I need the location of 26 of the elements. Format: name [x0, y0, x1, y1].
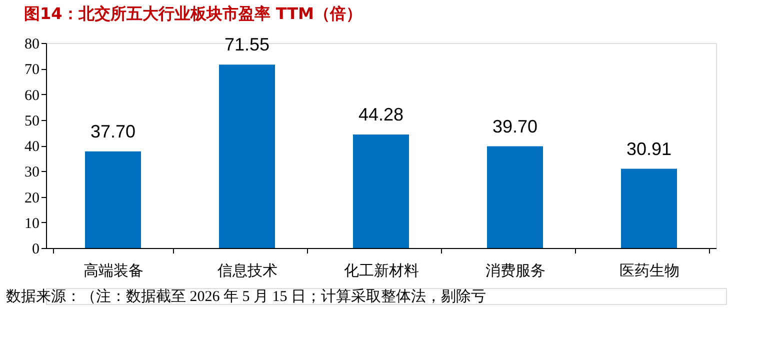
- source-note: 数据来源：（注：数据截至 2026 年 5 月 15 日；计算采取整体法，剔除亏: [6, 288, 486, 305]
- x-tick-label: 消费服务: [486, 262, 546, 280]
- y-tick-label: 20: [24, 190, 40, 206]
- bar: [353, 134, 409, 248]
- y-tick-label: 10: [24, 216, 40, 232]
- data-label: 37.70: [90, 121, 136, 142]
- y-tick-label: 0: [32, 242, 40, 258]
- y-tick-label: 50: [24, 113, 40, 130]
- bar: [219, 64, 275, 248]
- x-tick-label: 高端装备: [84, 262, 144, 280]
- x-tick-label: 医药生物: [620, 262, 680, 280]
- data-label: 39.70: [492, 116, 538, 136]
- y-tick-label: 30: [24, 164, 40, 181]
- x-tick-label: 信息技术: [218, 262, 278, 280]
- bar: [487, 146, 543, 248]
- y-tick-label: 80: [24, 36, 40, 52]
- data-label: 30.91: [626, 138, 672, 159]
- chart-title: 图14：北交所五大行业板块市盈率 TTM（倍）: [24, 4, 362, 23]
- x-tick-label: 化工新材料: [344, 262, 419, 280]
- y-tick-label: 70: [24, 62, 40, 78]
- y-tick-label: 40: [24, 139, 40, 155]
- bar: [621, 168, 677, 248]
- data-label: 44.28: [358, 104, 404, 125]
- y-tick-label: 60: [24, 88, 40, 104]
- bar: [85, 151, 141, 248]
- data-label: 71.55: [224, 34, 270, 55]
